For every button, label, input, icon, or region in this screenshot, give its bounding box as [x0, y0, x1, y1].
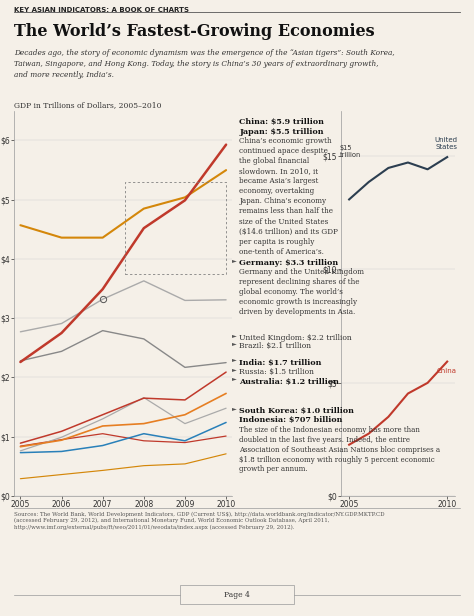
Text: Page 4: Page 4 [224, 591, 250, 599]
Text: United Kingdom: $2.2 trillion: United Kingdom: $2.2 trillion [239, 334, 352, 342]
Text: Russia: $1.5 trillion: Russia: $1.5 trillion [239, 368, 314, 376]
Text: China’s economic growth
continued apace despite
the global financial
slowdown. I: China’s economic growth continued apace … [239, 137, 338, 256]
Text: ►: ► [232, 367, 237, 372]
Text: Indonesia: $707 billion: Indonesia: $707 billion [239, 416, 343, 424]
Text: China: China [437, 368, 457, 375]
Text: Japan: $5.5 trillion: Japan: $5.5 trillion [239, 128, 324, 136]
Text: China: $5.9 trillion: China: $5.9 trillion [239, 118, 324, 126]
Text: ►: ► [232, 407, 237, 411]
Text: Sources: The World Bank, World Development Indicators, GDP (Current US$), http:/: Sources: The World Bank, World Developme… [14, 511, 385, 530]
Text: Brazil: $2.1 trillion: Brazil: $2.1 trillion [239, 342, 311, 351]
Text: ►: ► [232, 341, 237, 346]
Text: Germany and the United Kingdom
represent declining shares of the
global economy.: Germany and the United Kingdom represent… [239, 268, 365, 317]
Text: ►: ► [232, 333, 237, 338]
Text: Decades ago, the story of economic dynamism was the emergence of the “Asian tige: Decades ago, the story of economic dynam… [14, 49, 395, 79]
Text: The size of the Indonesian economy has more than
doubled in the last five years.: The size of the Indonesian economy has m… [239, 426, 440, 474]
Text: ►: ► [232, 258, 237, 263]
Text: Germany: $3.3 trillion: Germany: $3.3 trillion [239, 259, 338, 267]
Text: GDP in Trillions of Dollars, 2005–2010: GDP in Trillions of Dollars, 2005–2010 [14, 100, 162, 108]
Bar [125, 182, 226, 274]
Text: ►: ► [232, 357, 237, 362]
Text: The World’s Fastest-Growing Economies: The World’s Fastest-Growing Economies [14, 23, 375, 40]
Text: India: $1.7 trillion: India: $1.7 trillion [239, 359, 322, 367]
Text: Australia: $1.2 trillion: Australia: $1.2 trillion [239, 378, 339, 386]
Text: South Korea: $1.0 trillion: South Korea: $1.0 trillion [239, 407, 354, 415]
Text: KEY ASIAN INDICATORS: A BOOK OF CHARTS: KEY ASIAN INDICATORS: A BOOK OF CHARTS [14, 7, 189, 14]
Text: $15
trillion: $15 trillion [339, 145, 361, 158]
Text: ►: ► [232, 376, 237, 381]
Text: United
States: United States [434, 137, 457, 150]
